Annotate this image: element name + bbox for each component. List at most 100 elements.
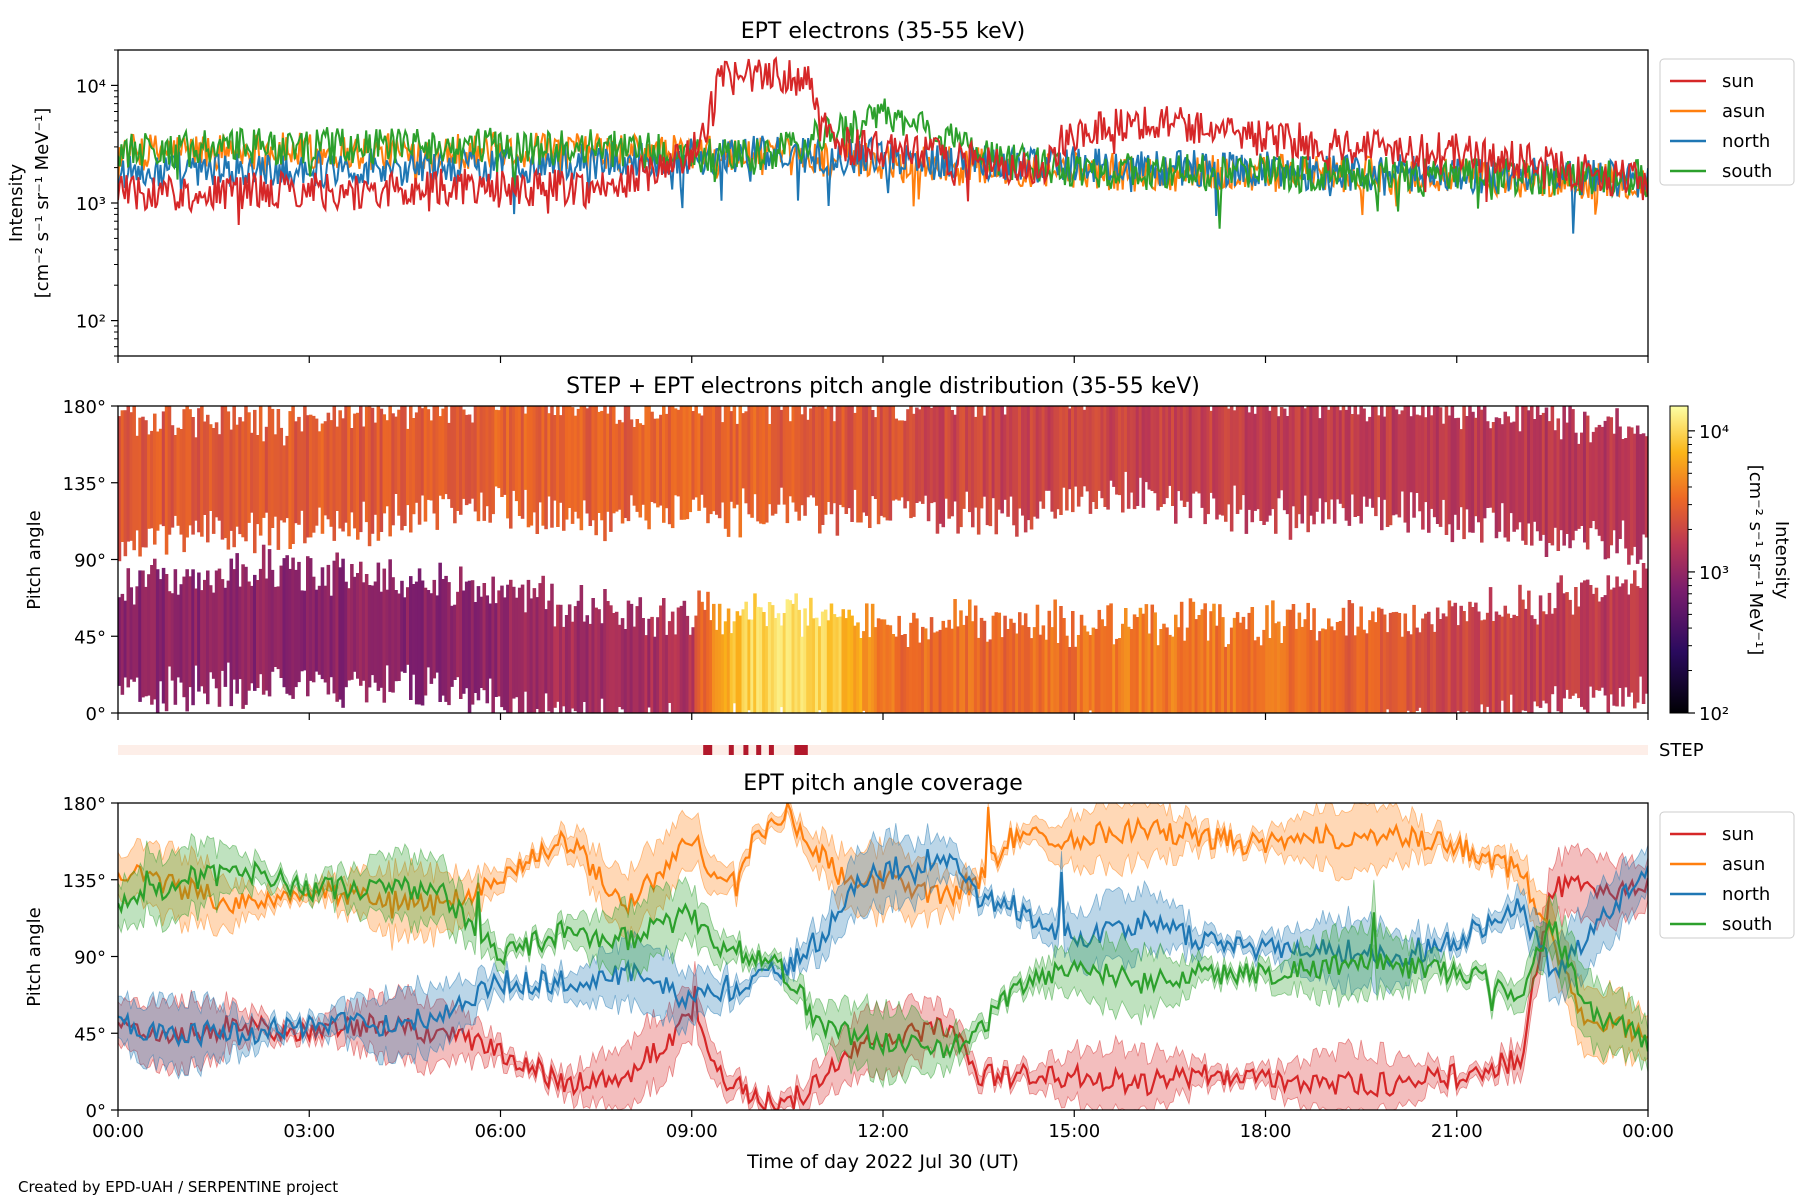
panel2-cell-low <box>697 590 701 713</box>
panel2-cell-low <box>800 636 804 713</box>
panel2-cell-low <box>1585 579 1590 713</box>
panel2-cell-high <box>1462 406 1466 540</box>
panel2-cell-high <box>829 406 834 515</box>
panel2-cell-high <box>1335 406 1340 500</box>
panel2-cell-low <box>662 598 666 713</box>
panel3-ytick-label: 135° <box>63 871 106 892</box>
panel2-cell-high <box>676 409 681 497</box>
panel2-cell-low <box>350 564 354 680</box>
panel2-cell-high <box>1224 406 1228 522</box>
panel2-cell-low <box>1409 634 1413 713</box>
panel2-cell-low <box>273 586 278 667</box>
panel2-cell-high <box>1094 406 1099 509</box>
panel2-cell-high <box>126 406 131 542</box>
panel2-cell-high <box>1006 406 1010 517</box>
panel2-cell-high <box>1503 411 1508 538</box>
panel2-cell-high <box>138 417 142 557</box>
panel2-cell-high <box>1306 406 1310 533</box>
panel2-cell-high <box>1574 432 1578 531</box>
panel2-cell-low <box>806 625 810 713</box>
panel2-cell-high <box>479 406 484 493</box>
panel2-cell-low <box>1176 627 1181 713</box>
panel2-cell-high <box>706 406 710 524</box>
panel3-xtick-label: 00:00 <box>1622 1121 1674 1142</box>
panel2-cell-low <box>1212 603 1216 713</box>
panel2-cell-low <box>120 593 125 695</box>
panel2-cell-low <box>1085 631 1090 713</box>
panel2-cell-high <box>1100 406 1104 499</box>
panel2-cell-low <box>1583 580 1587 710</box>
panel2-cell-low <box>620 618 625 710</box>
panel2-cell-low <box>294 569 298 688</box>
panel2-cell-low <box>503 597 507 711</box>
panel2-cell-low <box>1068 647 1072 713</box>
panel2-cell-low <box>1321 628 1325 713</box>
panel2-cell-low <box>1103 626 1107 713</box>
panel2-cell-low <box>1076 635 1081 713</box>
panel2-cell-low <box>979 617 984 713</box>
panel2-cell-low <box>1274 623 1278 713</box>
panel2-cell-high <box>1368 416 1372 499</box>
panel2-cell-high <box>123 410 128 557</box>
panel2-cell-low <box>626 600 631 713</box>
panel2-cell-high <box>341 418 345 532</box>
panel2-cell-high <box>379 408 384 532</box>
panel3-xtick-label: 18:00 <box>1240 1121 1292 1142</box>
panel2-cell-low <box>1341 607 1346 713</box>
panel2-cell-high <box>1571 409 1575 541</box>
panel2-cell-low <box>1630 583 1634 693</box>
panel2-cell-high <box>1247 412 1252 510</box>
panel2-cell-high <box>835 406 840 536</box>
panel2-cell-low <box>1574 587 1578 694</box>
panel2-cell-low <box>376 562 381 691</box>
panel2-cell-high <box>1494 417 1499 539</box>
panel2-cell-low <box>865 603 869 713</box>
panel2-cell-high <box>694 406 698 498</box>
panel2-cell-low <box>1168 634 1172 713</box>
panel2-cell-high <box>1568 406 1572 549</box>
panel2-cell-high <box>317 431 322 508</box>
panel2-cell-low <box>441 579 445 696</box>
panel2-cell-high <box>147 434 151 529</box>
panel2-cell-high <box>1229 406 1234 532</box>
panel2-cell-high <box>1015 406 1019 537</box>
panel2-cell-low <box>909 622 913 713</box>
panel2-cell-low <box>850 615 854 713</box>
panel2-cell-high <box>1206 406 1210 515</box>
panel2-cell-high <box>338 410 342 529</box>
panel2-cell-high <box>1350 414 1355 495</box>
panel1-ylabel-line1: Intensity <box>6 163 27 242</box>
panel2-cell-low <box>1459 605 1463 713</box>
panel2-cell-low <box>1018 612 1022 713</box>
panel2-cell-high <box>729 411 734 502</box>
panel2-cell-high <box>494 409 498 487</box>
panel2-cell-low <box>1135 617 1140 713</box>
panel2-cell-high <box>1035 406 1040 519</box>
panel2-cell-low <box>838 616 843 713</box>
panel2-cell-low <box>1403 613 1408 713</box>
panel2-cell-low <box>1112 644 1116 713</box>
panel2-cell-low <box>1329 626 1334 713</box>
panel2-cell-high <box>308 414 313 538</box>
panel2-cell-low <box>1362 629 1366 713</box>
panel3-legend-label-south: south <box>1722 914 1772 935</box>
panel2-cell-low <box>1200 609 1205 713</box>
panel2-cell-high <box>853 412 857 490</box>
panel2-cell-high <box>141 416 145 548</box>
panel2-cell-low <box>894 636 899 713</box>
step-marks <box>703 745 808 755</box>
panel2-cell-high <box>1238 406 1243 510</box>
panel2-cell-low <box>1271 600 1275 713</box>
panel2-cell-low <box>414 581 419 705</box>
panel2-cell-high <box>238 417 242 535</box>
panel2-cell-high <box>1409 416 1413 493</box>
panel2-cell-high <box>800 414 804 506</box>
panel2-cell-low <box>1138 607 1143 713</box>
panel2-cell-high <box>264 426 269 513</box>
panel2-cell-low <box>962 624 966 713</box>
panel2-cell-high <box>467 414 472 504</box>
panel2-cell-low <box>420 580 425 706</box>
panel2-cell-low <box>1415 627 1419 711</box>
panel2-cell-low <box>1497 614 1502 713</box>
panel2-cell-low <box>385 589 390 666</box>
